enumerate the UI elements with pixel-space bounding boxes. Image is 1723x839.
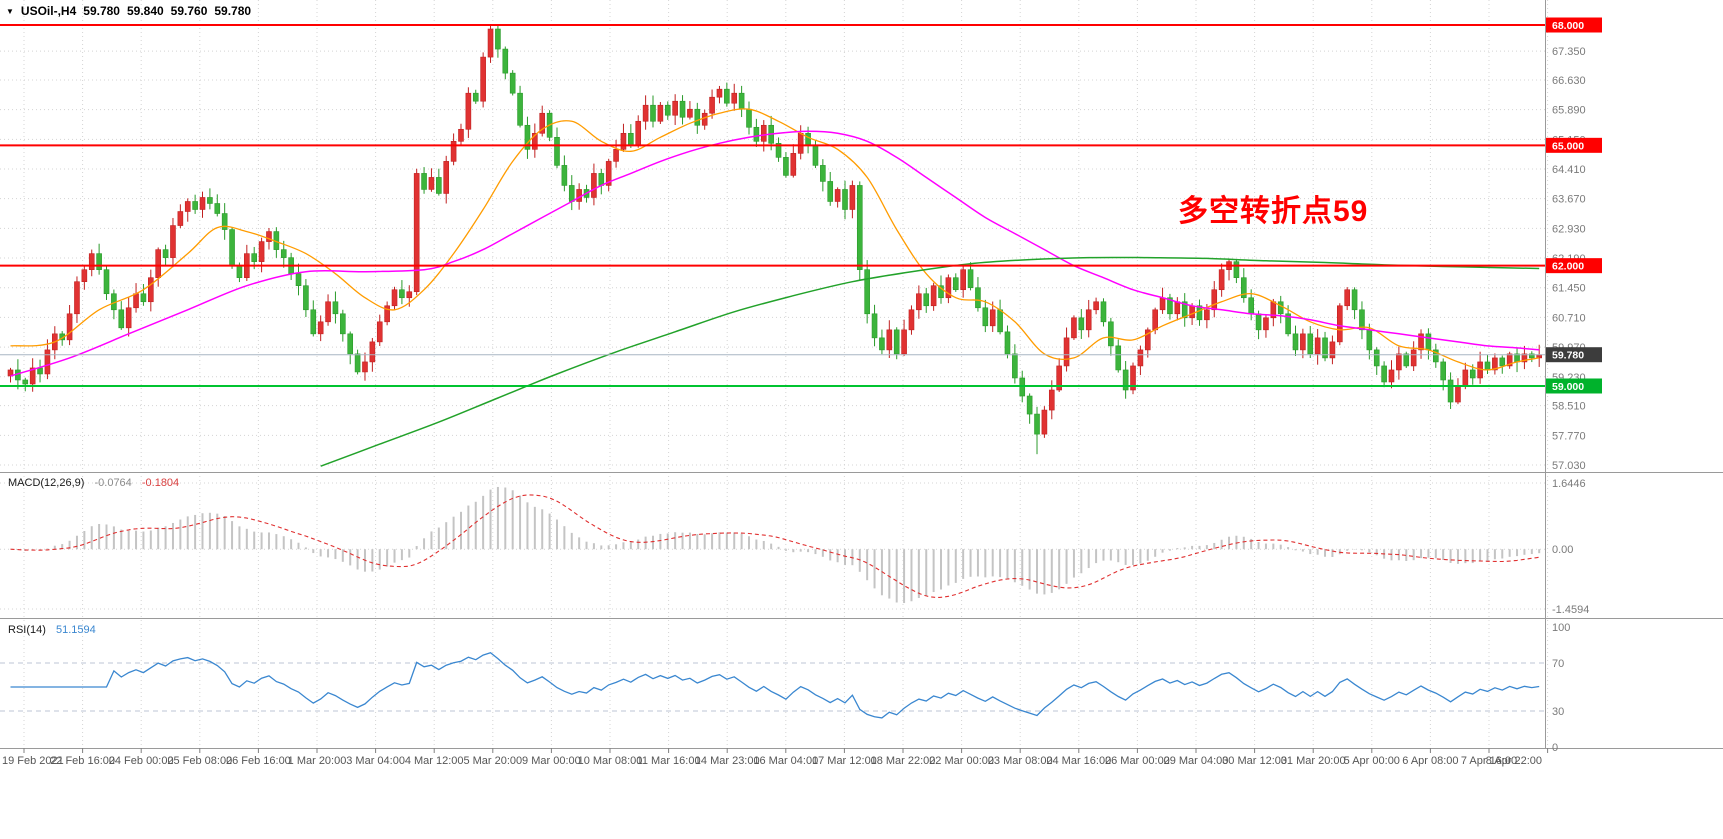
chart-annotation-text[interactable]: 多空转折点59 [1178, 195, 1369, 228]
time-axis-label: 14 Mar 23:00 [695, 755, 760, 767]
symbol-timeframe-label: USOil-,H4 [20, 4, 77, 18]
candlesticks [7, 25, 1542, 455]
price-badge-label: 59.780 [1552, 350, 1584, 362]
price-axis-label: 61.450 [1552, 283, 1586, 295]
moving-averages [10, 108, 1540, 467]
macd-main-value: -0.0764 [94, 477, 132, 489]
time-axis-label: 3 Mar 04:00 [346, 755, 405, 767]
price-axis-label: 66.630 [1552, 75, 1586, 87]
macd-name: MACD(12,26,9) [8, 477, 85, 489]
quote-close: 59.780 [214, 4, 252, 18]
time-axis-label: 31 Mar 20:00 [1281, 755, 1346, 767]
price-badge [1546, 17, 1602, 33]
time-axis-label: 17 Mar 12:00 [812, 755, 877, 767]
macd-signal-line [10, 494, 1540, 598]
time-axis-label: 9 Mar 00:00 [522, 755, 581, 767]
time-axis-label: 24 Feb 00:00 [109, 755, 174, 767]
time-axis-label: 11 Mar 16:00 [637, 755, 701, 767]
price-axis-label: 57.770 [1552, 430, 1586, 442]
price-badge [1546, 137, 1602, 153]
symbol-dropdown-icon[interactable]: ▼ [6, 6, 14, 16]
quote-open: 59.780 [83, 4, 120, 18]
macd-indicator-label: MACD(12,26,9) -0.0764 -0.1804 [8, 477, 179, 489]
time-axis-label: 22 Mar 00:00 [929, 755, 994, 767]
time-axis-label: 1 Mar 20:00 [288, 755, 347, 767]
time-axis-label: 25 Feb 08:00 [167, 755, 232, 767]
macd-axis-label: 0.00 [1552, 544, 1573, 556]
time-axis-label: 5 Mar 20:00 [463, 755, 522, 767]
time-axis-label: 5 Apr 00:00 [1344, 755, 1400, 767]
time-axis-label: 16 Mar 04:00 [753, 755, 818, 767]
price-axis-label: 62.930 [1552, 223, 1586, 235]
quote-high: 59.840 [126, 4, 164, 18]
ma-fast-line [10, 108, 1540, 371]
rsi-axis-label: 100 [1552, 622, 1570, 634]
time-axis-label: 10 Mar 08:00 [578, 755, 643, 767]
time-axis-label: 8 Apr 22:00 [1486, 755, 1542, 767]
price-axis-label: 57.030 [1552, 460, 1586, 472]
time-axis-label: 26 Feb 16:00 [226, 755, 291, 767]
panel-separators [0, 0, 1723, 749]
macd-panel [0, 482, 1545, 610]
price-badge [1546, 258, 1602, 274]
time-axis-label: 30 Mar 12:00 [1222, 755, 1287, 767]
quote-low: 59.760 [170, 4, 208, 18]
chart-header: ▼ USOil-,H4 59.780 59.840 59.760 59.780 [6, 4, 251, 18]
time-axis-label: 6 Apr 08:00 [1402, 755, 1458, 767]
price-badge [1546, 347, 1602, 363]
time-axis-label: 18 Mar 22:00 [871, 755, 936, 767]
price-badge-label: 65.000 [1552, 140, 1584, 152]
rsi-line [10, 651, 1540, 719]
price-axis-label: 65.890 [1552, 105, 1586, 117]
time-axis-label: 4 Mar 12:00 [405, 755, 464, 767]
macd-signal-value: -0.1804 [141, 477, 180, 489]
rsi-indicator-label: RSI(14) 51.1594 [8, 624, 96, 636]
price-badge-label: 68.000 [1552, 20, 1584, 32]
rsi-axis-label: 0 [1552, 742, 1558, 754]
rsi-axis-label: 30 [1552, 706, 1564, 718]
rsi-value: 51.1594 [55, 624, 96, 636]
time-axis-label: 29 Mar 04:00 [1164, 755, 1229, 767]
rsi-axis-label: 70 [1552, 658, 1564, 670]
price-axis-label: 67.350 [1552, 46, 1586, 58]
time-axis-label: 19 Feb 2021 [2, 755, 64, 767]
time-axis-label: 7 Apr 16:00 [1461, 755, 1517, 767]
rsi-panel [0, 651, 1545, 719]
time-axis-label: 24 Mar 16:00 [1046, 755, 1111, 767]
price-badges: 68.000 65.000 62.000 59.000 59.780 [1546, 17, 1602, 394]
time-axis-label: 26 Mar 00:00 [1105, 755, 1170, 767]
price-axis-label: 58.510 [1552, 401, 1586, 413]
rsi-name: RSI(14) [8, 624, 46, 636]
horizontal-level-lines [0, 24, 1545, 387]
price-badge-label: 59.000 [1552, 381, 1584, 393]
price-axis-label: 64.410 [1552, 164, 1586, 176]
time-axis-label: 22 Feb 16:00 [50, 755, 115, 767]
price-badge-label: 62.000 [1552, 261, 1584, 273]
price-badge [1546, 378, 1602, 394]
time-axis-label: 23 Mar 08:00 [988, 755, 1053, 767]
macd-axis-label: 1.6446 [1552, 478, 1586, 490]
price-axis-label: 60.710 [1552, 312, 1586, 324]
price-axis-label: 63.670 [1552, 194, 1586, 206]
grid-lines [0, 0, 1549, 748]
macd-axis-label: -1.4594 [1552, 604, 1589, 616]
